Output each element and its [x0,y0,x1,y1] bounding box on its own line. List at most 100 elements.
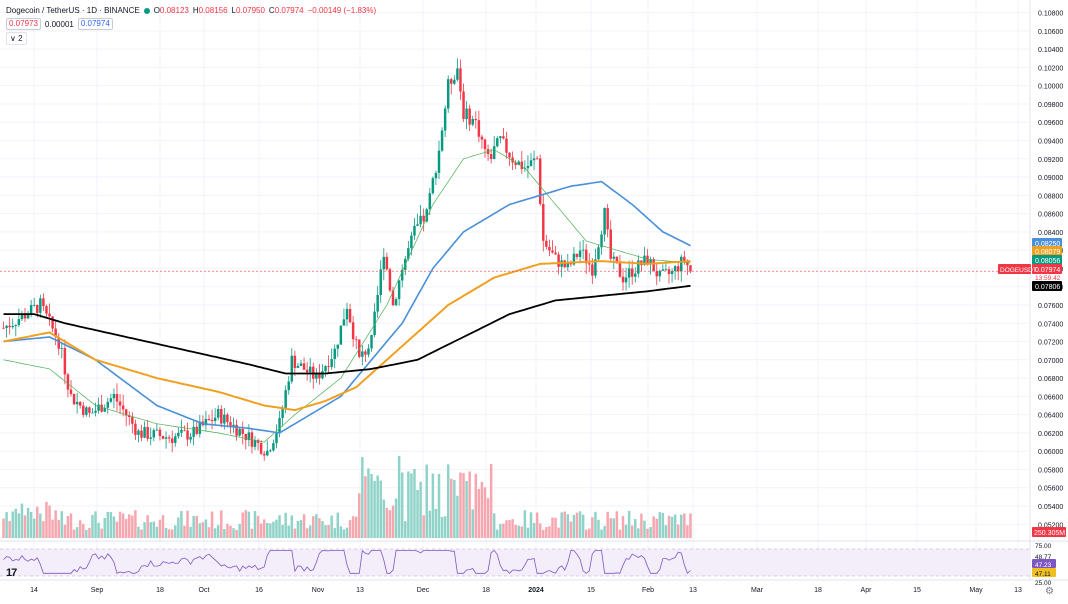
candle-body[interactable] [646,255,649,265]
candle-body[interactable] [262,453,266,456]
candle-body[interactable] [256,440,260,443]
candle-body[interactable] [186,430,189,440]
candle-body[interactable] [477,120,481,137]
candle-body[interactable] [523,168,527,170]
candle-body[interactable] [134,423,137,435]
candle-body[interactable] [667,269,671,274]
candle-body[interactable] [57,336,60,349]
candle-body[interactable] [468,108,471,125]
candle-body[interactable] [164,437,168,439]
candle-body[interactable] [60,348,64,349]
candle-body[interactable] [554,252,557,255]
candle-body[interactable] [434,172,438,179]
candle-body[interactable] [124,409,128,416]
candle-body[interactable] [244,433,248,441]
candle-body[interactable] [358,339,361,357]
price-marker[interactable] [1032,281,1062,291]
candle-body[interactable] [618,263,622,277]
candle-body[interactable] [296,365,300,368]
candle-body[interactable] [689,265,692,272]
candle-body[interactable] [75,401,79,405]
tradingview-logo-icon[interactable]: 17 [6,567,17,579]
candle-body[interactable] [189,436,192,440]
candle-body[interactable] [72,394,76,405]
candle-body[interactable] [397,280,401,300]
candle-body[interactable] [155,429,159,431]
candle-body[interactable] [97,404,100,411]
candle-body[interactable] [305,369,309,373]
candle-body[interactable] [535,158,539,160]
candle-body[interactable] [39,298,42,313]
candle-body[interactable] [266,450,269,456]
candle-body[interactable] [229,422,232,428]
candle-body[interactable] [385,256,389,270]
candle-body[interactable] [508,152,511,158]
candle-body[interactable] [88,407,91,413]
candle-body[interactable] [137,430,140,435]
candle-body[interactable] [51,316,54,329]
candle-body[interactable] [8,325,11,328]
candle-body[interactable] [183,429,186,431]
candle-body[interactable] [66,374,70,390]
candle-body[interactable] [146,427,149,439]
candle-body[interactable] [170,438,174,443]
candle-body[interactable] [284,390,287,409]
candle-body[interactable] [569,262,573,265]
candle-body[interactable] [594,259,597,276]
candle-body[interactable] [450,79,453,84]
candle-body[interactable] [94,410,97,413]
candle-body[interactable] [416,224,419,226]
candle-body[interactable] [26,314,30,319]
candle-body[interactable] [247,432,251,441]
candle-body[interactable] [499,136,502,139]
candle-body[interactable] [149,437,152,439]
candle-body[interactable] [597,247,600,260]
candle-body[interactable] [23,313,27,319]
candle-body[interactable] [20,313,24,320]
candle-body[interactable] [542,203,545,241]
candle-body[interactable] [207,419,211,420]
candle-body[interactable] [11,325,14,328]
candle-body[interactable] [345,308,349,320]
candle-body[interactable] [465,108,468,119]
candle-body[interactable] [606,207,609,230]
candle-body[interactable] [462,91,465,119]
candle-body[interactable] [302,363,306,370]
candle-body[interactable] [676,266,680,272]
candle-body[interactable] [557,254,560,267]
candle-body[interactable] [158,429,162,437]
candle-body[interactable] [680,256,683,272]
candle-body[interactable] [581,249,585,251]
candle-body[interactable] [321,371,324,379]
candle-body[interactable] [431,178,435,194]
candle-body[interactable] [336,344,340,349]
candle-body[interactable] [391,290,395,306]
candle-body[interactable] [327,366,330,368]
candle-body[interactable] [192,426,195,437]
candle-body[interactable] [532,158,536,161]
candle-body[interactable] [85,407,88,415]
candle-body[interactable] [324,366,327,372]
candle-body[interactable] [394,299,398,306]
candle-body[interactable] [143,427,146,438]
candle-body[interactable] [315,372,318,379]
candle-body[interactable] [91,412,94,414]
candle-body[interactable] [634,273,637,277]
candle-body[interactable] [572,253,576,265]
candle-body[interactable] [630,268,634,277]
candle-body[interactable] [361,351,364,357]
candle-body[interactable] [333,348,336,360]
candle-body[interactable] [584,249,588,264]
candle-body[interactable] [615,256,619,264]
candle-body[interactable] [370,334,373,349]
candle-body[interactable] [566,262,570,268]
candle-body[interactable] [591,264,594,276]
candle-body[interactable] [109,398,113,402]
candle-body[interactable] [459,68,462,92]
candle-body[interactable] [241,428,244,434]
candle-body[interactable] [17,319,21,325]
candle-body[interactable] [603,207,606,235]
candle-body[interactable] [54,328,57,337]
candle-body[interactable] [48,313,51,317]
